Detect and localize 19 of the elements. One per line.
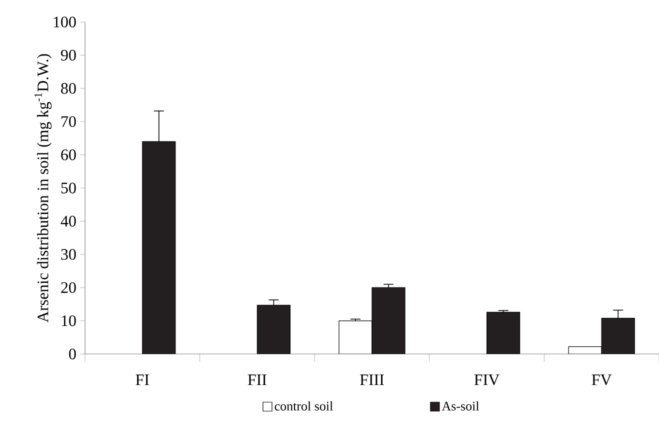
x-tick-label: FII [248,374,266,386]
y-tick-label: 40 [60,216,76,227]
y-tick-label: 0 [69,348,76,360]
legend-label: control soil [274,401,333,411]
y-axis-title: Arsenic distribution in soil (mg kg$^{-1}$D.W.) [34,54,52,322]
y-tick-label: 90 [60,50,76,61]
y-tick-label: 10 [62,315,76,326]
y-tick-label: 80 [61,83,76,94]
x-tick-label: FIII [360,374,384,386]
y-tick-label: 50 [61,182,76,194]
y-tick-label: 20 [61,282,76,293]
y-tick-label: 30 [61,249,76,260]
y-tick-label: 100 [54,16,76,28]
x-tick-label: FV [592,374,612,386]
y-tick-label: 60 [61,149,76,160]
legend-label: As-soil [442,401,480,411]
x-tick-label: FIV [474,374,500,386]
y-tick-label: 70 [62,116,76,127]
x-tick-label: FI [136,374,149,386]
